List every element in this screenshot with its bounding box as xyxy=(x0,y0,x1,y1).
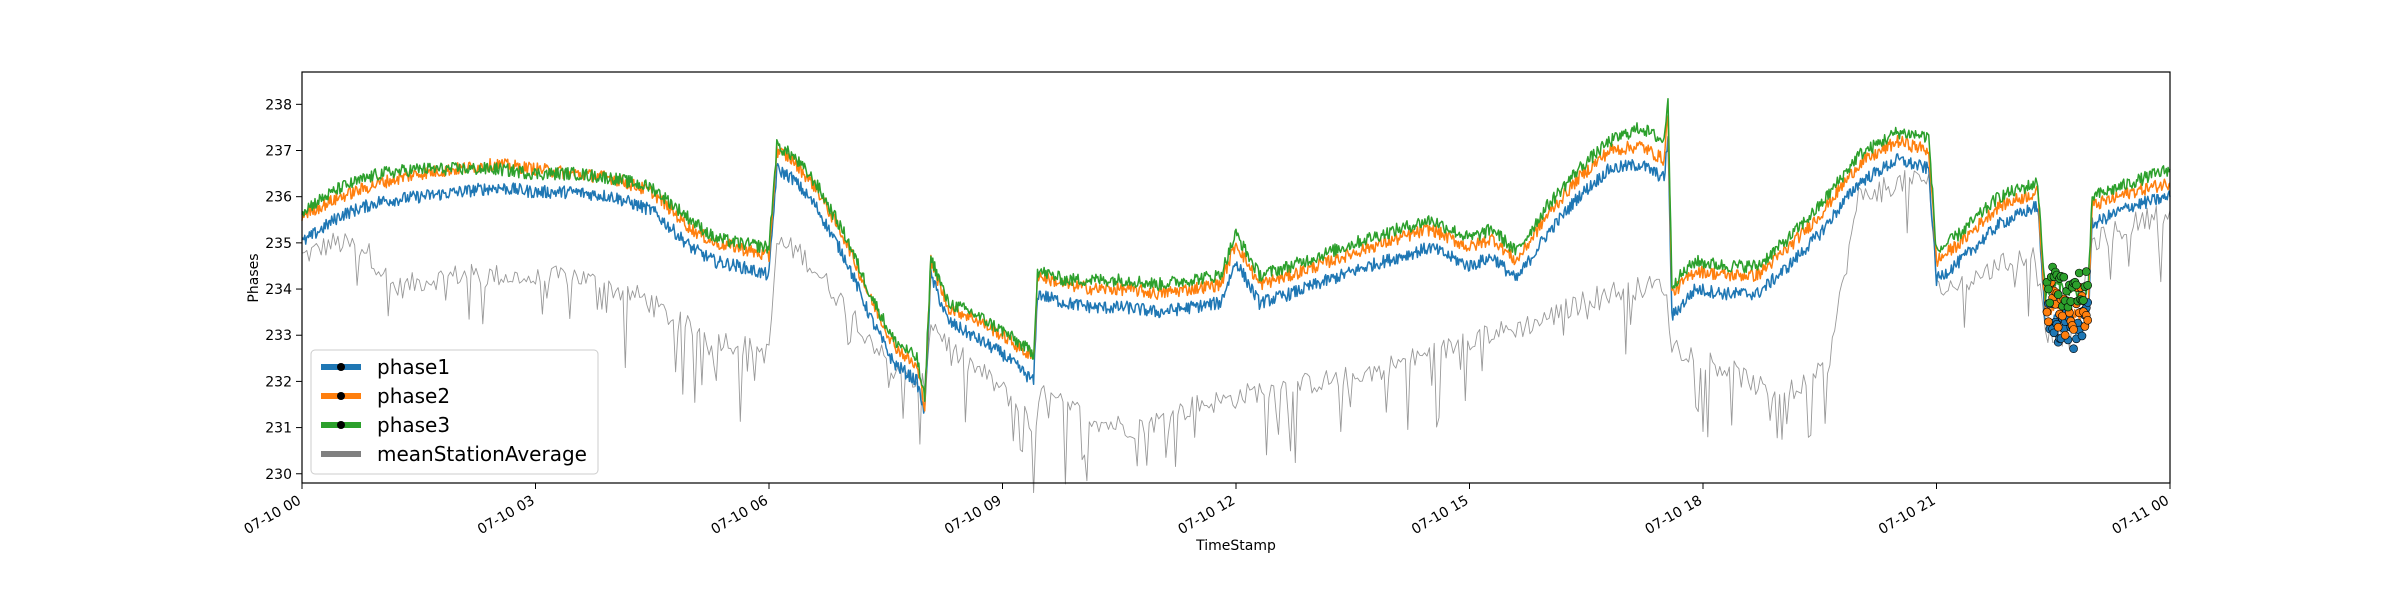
y-tick-label: 231 xyxy=(265,421,292,437)
marker-phase2 xyxy=(2053,322,2063,332)
y-axis: 230 231 232 233 234 235 236 237 238 xyxy=(265,97,302,483)
marker-phase3 xyxy=(2044,284,2053,294)
y-tick-label: 235 xyxy=(265,236,292,252)
marker-phase2 xyxy=(2058,311,2067,321)
marker-phase2 xyxy=(2042,307,2052,317)
marker-phase2 xyxy=(2044,317,2053,327)
marker-phase3 xyxy=(2045,298,2055,308)
marker-phase3 xyxy=(2079,296,2088,305)
plot-background xyxy=(302,72,2170,483)
y-tick-label: 233 xyxy=(265,328,292,344)
series-line-meanStationAverage xyxy=(301,170,2171,494)
marker-phase1 xyxy=(2077,331,2087,341)
y-tick-label: 237 xyxy=(265,144,292,160)
legend-marker xyxy=(337,421,345,429)
legend-label: meanStationAverage xyxy=(377,442,587,466)
y-axis-title: Phases xyxy=(246,253,262,302)
series-line-phase3 xyxy=(301,97,2171,402)
marker-phase3 xyxy=(2059,272,2069,282)
marker-phase2 xyxy=(2069,325,2078,334)
marker-phase3 xyxy=(2072,280,2081,290)
y-tick-label: 238 xyxy=(265,97,292,113)
marker-phase3 xyxy=(2074,268,2084,278)
x-axis-title: TimeStamp xyxy=(1195,538,1276,554)
marker-phase1 xyxy=(2069,344,2078,354)
legend-label: phase1 xyxy=(377,355,450,379)
marker-phase3 xyxy=(2082,267,2091,276)
series-line-phase1 xyxy=(301,135,2171,414)
marker-phase3 xyxy=(2083,280,2092,290)
y-tick-label: 230 xyxy=(265,467,292,483)
y-tick-label: 236 xyxy=(265,190,292,206)
marker-phase2 xyxy=(2083,315,2092,325)
legend-label: phase2 xyxy=(377,384,450,408)
series-line-phase2 xyxy=(301,114,2171,412)
series-layer xyxy=(301,97,2171,494)
y-tick-label: 232 xyxy=(265,374,292,390)
marker-phase3 xyxy=(2053,290,2063,299)
legend-marker xyxy=(337,392,345,400)
legend-label: phase3 xyxy=(377,413,450,437)
y-tick-label: 234 xyxy=(265,282,292,298)
legend-box xyxy=(310,349,599,475)
legend-marker xyxy=(337,363,345,371)
marker-phase2 xyxy=(2060,330,2070,340)
legend: phase1 phase2 phase3 meanStationAverage xyxy=(310,349,599,475)
